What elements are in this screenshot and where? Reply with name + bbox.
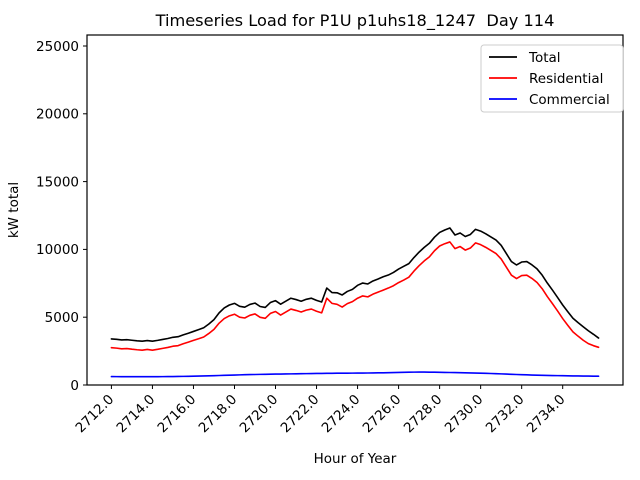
y-tick-label: 10000	[36, 242, 79, 258]
chart-title: Timeseries Load for P1U p1uhs18_1247 Day…	[155, 11, 555, 31]
y-tick-label: 15000	[36, 174, 79, 190]
y-tick-label: 25000	[36, 39, 79, 55]
plot-frame	[86, 34, 624, 386]
series-line-total	[110, 227, 600, 343]
legend-box	[480, 44, 624, 113]
y-tick-label: 0	[70, 378, 79, 394]
y-axis-label: kW total	[6, 182, 22, 238]
plot-series	[110, 227, 600, 378]
y-tick-label: 20000	[36, 107, 79, 123]
series-line-commercial	[110, 371, 600, 378]
y-tick-label: 5000	[45, 310, 79, 326]
x-axis-label: Hour of Year	[314, 451, 397, 467]
legend: Total Residential Commercial	[480, 44, 624, 113]
y-axis-ticks: 0 5000 10000 15000 20000 25000	[36, 39, 87, 394]
legend-label-residential: Residential	[529, 71, 603, 87]
series-line-residential	[110, 241, 600, 351]
legend-label-commercial: Commercial	[529, 92, 610, 108]
legend-label-total: Total	[528, 50, 561, 66]
